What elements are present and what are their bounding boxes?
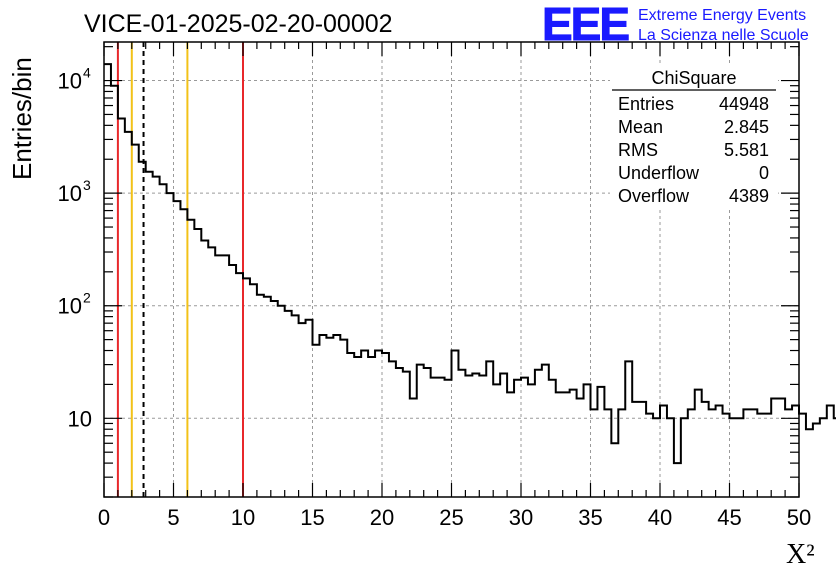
reference-lines [116,42,244,497]
x-tick-label: 50 [787,505,811,530]
svg-text:4: 4 [83,65,91,81]
x-tick-label: 5 [167,505,179,530]
svg-text:3: 3 [83,177,91,193]
x-tick-label: 35 [578,505,602,530]
stats-row: RMS 5.581 [618,140,769,160]
svg-text:10: 10 [68,406,92,431]
x-axis-label: X² [786,539,815,570]
stats-value: 5.581 [724,140,769,160]
stats-value: 44948 [719,94,769,114]
svg-text:10: 10 [58,69,82,94]
x-tick-label: 15 [300,505,324,530]
x-tick-label: 25 [439,505,463,530]
axis-ticks [103,42,800,498]
stats-row: Overflow 4389 [618,186,769,206]
y-axis-label: Entries/bin [7,57,37,180]
y-tick-label: 10 [68,406,92,431]
stats-box: ChiSquare Entries 44948 Mean 2.845 RMS 5.581 U… [610,66,778,210]
grid [104,42,799,497]
svg-text:10: 10 [58,294,82,319]
stats-row: Underflow 0 [618,163,769,183]
stats-label: Overflow [618,186,690,206]
stats-label: Underflow [618,163,700,183]
x-tick-label: 30 [509,505,533,530]
x-tick-label: 40 [648,505,672,530]
eee-logo: EEE Extreme Energy Events La Scienza nel… [542,0,809,51]
stats-value: 4389 [729,186,769,206]
stats-name: ChiSquare [651,68,736,88]
stats-value: 0 [759,163,769,183]
stats-label: RMS [618,140,658,160]
svg-text:10: 10 [58,181,82,206]
y-tick-label: 10 4 [58,65,91,94]
stats-label: Entries [618,94,674,114]
logo-line2: La Scienza nelle Scuole [638,27,809,44]
svg-text:2: 2 [83,290,91,306]
x-tick-labels: 0 5 10 15 20 25 30 35 40 45 50 [98,505,811,530]
stats-label: Mean [618,117,663,137]
x-tick-label: 0 [98,505,110,530]
y-tick-label: 10 2 [58,290,91,319]
x-tick-label: 20 [370,505,394,530]
stats-value: 2.845 [724,117,769,137]
logo-line1: Extreme Energy Events [638,7,806,24]
y-tick-label: 10 3 [58,177,91,206]
stats-row: Entries 44948 [618,94,769,114]
logo-mark: EEE [542,0,628,50]
x-tick-label: 45 [717,505,741,530]
chart-title: VICE-01-2025-02-20-00002 [84,10,393,38]
stats-row: Mean 2.845 [618,117,769,137]
x-tick-label: 10 [231,505,255,530]
histogram-series [104,63,836,465]
